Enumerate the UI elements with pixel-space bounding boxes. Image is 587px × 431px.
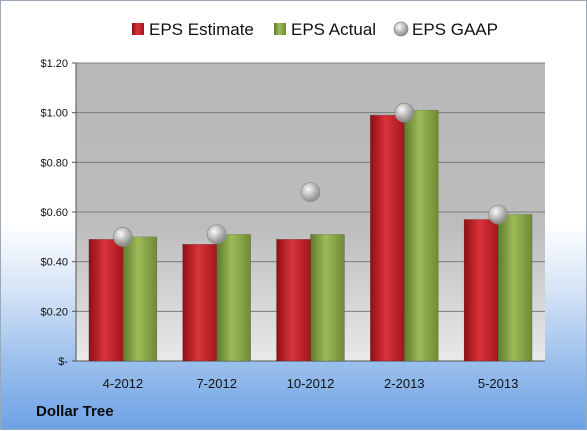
y-tick-label: $0.20 [40,306,68,318]
bar-eps-estimate [182,244,217,362]
x-tick-label: 5-2013 [478,376,518,391]
legend-swatch-estimate [132,23,144,35]
company-name: Dollar Tree [36,403,114,420]
legend-swatch-actual [274,23,286,35]
y-tick-label: $- [58,356,68,368]
legend-swatch-gaap [393,21,409,37]
legend-label: EPS Actual [291,20,376,39]
bar-eps-estimate [88,239,124,362]
legend-label: EPS GAAP [412,20,498,39]
y-tick-label: $0.40 [40,257,68,269]
y-tick-label: $0.80 [40,157,68,169]
x-tick-label: 4-2012 [103,376,143,391]
legend: EPS Estimate EPS Actual EPS GAAP [132,20,498,39]
plot-area: $- $0.20 $0.40 $0.60 $0.80 $1.00 $1.20 4-2012 7-… [40,58,545,391]
x-tick-label: 7-2012 [196,376,236,391]
marker-eps-gaap [113,226,133,247]
y-tick-label: $1.20 [40,58,68,70]
bar-eps-estimate [370,114,405,362]
legend-label: EPS Estimate [149,20,254,39]
x-tick-label: 10-2012 [287,376,335,391]
bar-eps-actual [122,236,158,362]
bar-eps-actual [310,234,345,362]
bar-eps-estimate [463,219,499,362]
marker-eps-gaap [488,204,509,225]
bar-eps-actual [216,234,251,362]
marker-eps-gaap [206,224,227,245]
bar-eps-estimate [276,239,311,362]
marker-eps-gaap [394,102,415,123]
y-tick-label: $1.00 [40,108,68,120]
y-tick-label: $0.60 [40,207,68,219]
x-tick-label: 2-2013 [384,376,424,391]
bar-eps-actual [497,214,533,362]
bar-eps-actual [404,109,439,362]
marker-eps-gaap [300,182,321,203]
